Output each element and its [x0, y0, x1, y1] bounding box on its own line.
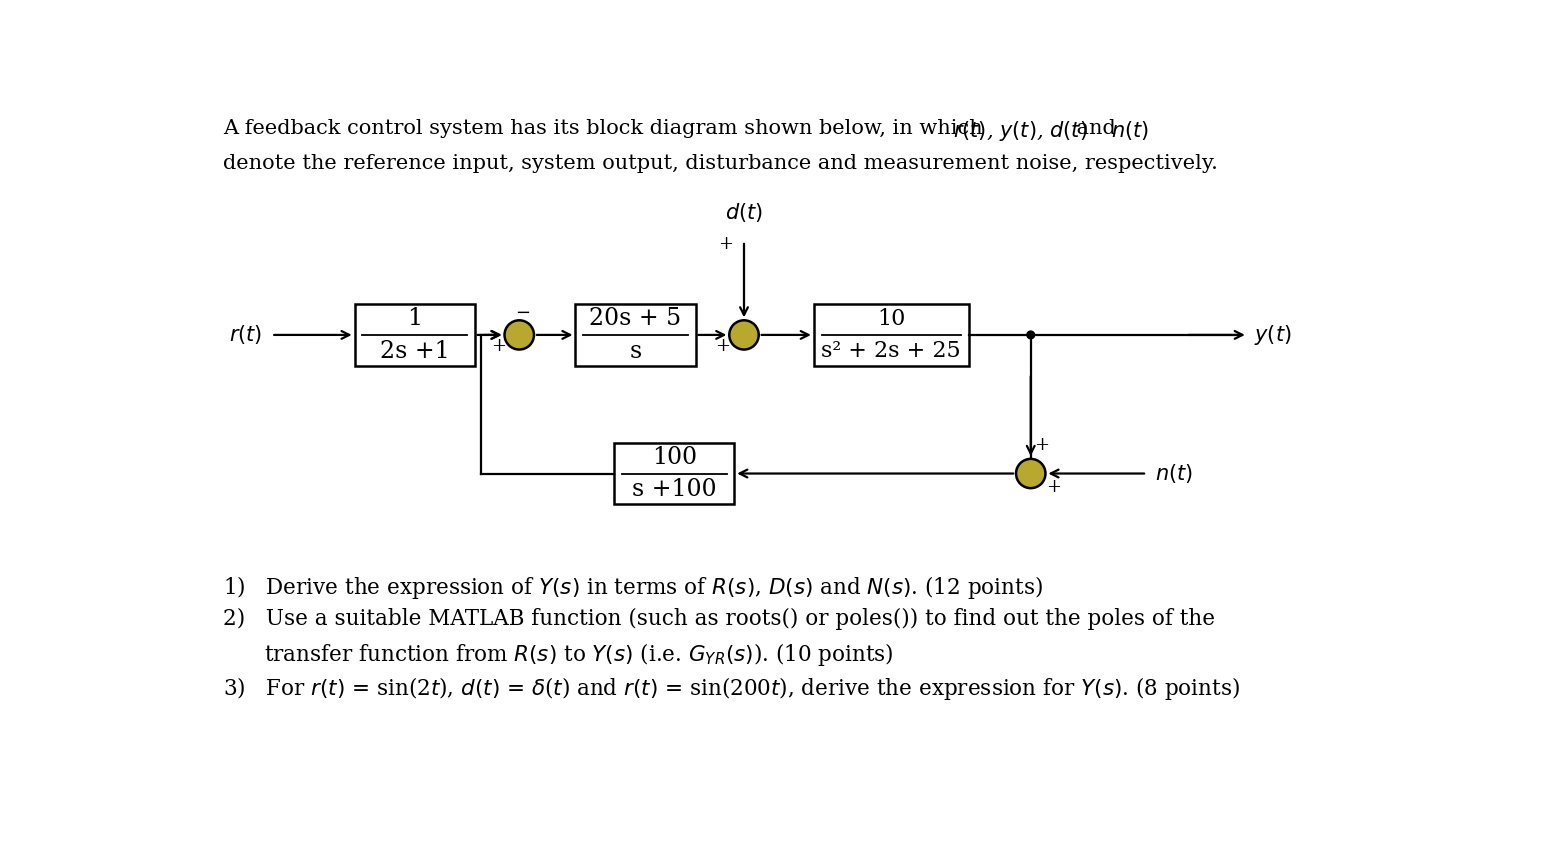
Text: 100: 100: [651, 446, 698, 469]
Text: 20s + 5: 20s + 5: [589, 307, 682, 330]
Text: $y(t)$: $y(t)$: [1254, 323, 1291, 347]
Bar: [355, 304, 474, 365]
Bar: [575, 304, 696, 365]
Text: s +100: s +100: [632, 478, 716, 501]
Text: denote the reference input, system output, disturbance and measurement noise, re: denote the reference input, system outpu…: [223, 154, 1218, 173]
Text: $n(t)$: $n(t)$: [1110, 120, 1149, 142]
Circle shape: [505, 320, 533, 350]
Text: 1: 1: [408, 307, 422, 330]
Bar: [814, 304, 969, 365]
Text: 3)   For $r(t)$ = sin(2$t$), $d(t)$ = $\delta$($t$) and $r(t)$ = sin(200$t$), de: 3) For $r(t)$ = sin(2$t$), $d(t)$ = $\de…: [223, 675, 1240, 702]
Text: −: −: [516, 304, 530, 322]
Text: +: +: [715, 337, 730, 355]
Text: s: s: [629, 339, 642, 363]
Text: +: +: [1034, 436, 1049, 454]
Text: +: +: [1046, 478, 1060, 496]
Text: 1)   Derive the expression of $Y(s)$ in terms of $R(s)$, $D(s)$ and $N(s)$. (12 : 1) Derive the expression of $Y(s)$ in te…: [223, 573, 1043, 601]
Text: $d(t)$: $d(t)$: [725, 201, 763, 224]
Text: 10: 10: [877, 308, 905, 330]
Text: 2s +1: 2s +1: [380, 339, 450, 363]
Text: $n(t)$: $n(t)$: [1155, 462, 1192, 485]
Text: s² + 2s + 25: s² + 2s + 25: [822, 339, 961, 361]
Circle shape: [1026, 331, 1035, 339]
Circle shape: [1017, 459, 1045, 488]
Text: and: and: [1070, 120, 1122, 139]
Text: A feedback control system has its block diagram shown below, in which: A feedback control system has its block …: [223, 120, 989, 139]
Circle shape: [728, 320, 760, 350]
Bar: [614, 443, 735, 504]
Text: +: +: [491, 337, 505, 355]
Text: transfer function from $R(s)$ to $Y(s)$ (i.e. $G_{YR}(s)$). (10 points): transfer function from $R(s)$ to $Y(s)$ …: [223, 642, 894, 669]
Text: $r(t)$: $r(t)$: [229, 323, 262, 346]
Text: +: +: [718, 235, 733, 253]
Text: 2)   Use a suitable MATLAB function (such as roots() or poles()) to find out the: 2) Use a suitable MATLAB function (such …: [223, 608, 1215, 630]
Text: $r(t)$, $y(t)$, $d(t)$: $r(t)$, $y(t)$, $d(t)$: [953, 120, 1088, 143]
